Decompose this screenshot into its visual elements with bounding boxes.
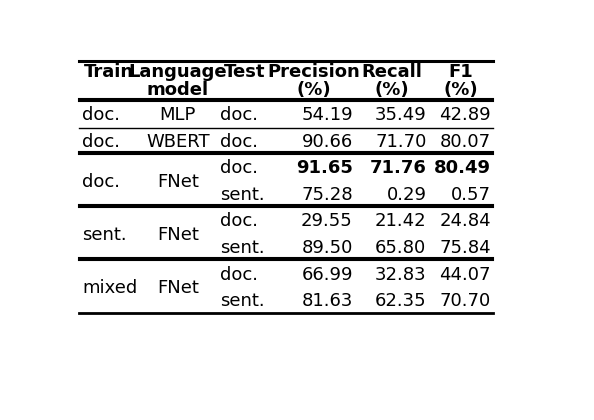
Text: sent.: sent. — [220, 239, 265, 257]
Text: 44.07: 44.07 — [440, 265, 491, 284]
Text: Language: Language — [128, 63, 227, 81]
Text: doc.: doc. — [220, 213, 258, 231]
Text: 21.42: 21.42 — [375, 213, 426, 231]
Text: 91.65: 91.65 — [296, 160, 353, 177]
Text: WBERT: WBERT — [146, 133, 210, 151]
Text: mixed: mixed — [82, 279, 137, 297]
Text: 71.70: 71.70 — [375, 133, 426, 151]
Text: F1: F1 — [448, 63, 473, 81]
Text: 75.28: 75.28 — [301, 186, 353, 204]
Text: Test: Test — [224, 63, 266, 81]
Text: Precision: Precision — [267, 63, 360, 81]
Text: (%): (%) — [375, 81, 409, 99]
Text: doc.: doc. — [82, 106, 120, 124]
Text: doc.: doc. — [220, 133, 258, 151]
Text: 89.50: 89.50 — [301, 239, 353, 257]
Text: 0.29: 0.29 — [387, 186, 426, 204]
Text: 62.35: 62.35 — [375, 292, 426, 310]
Text: 0.57: 0.57 — [451, 186, 491, 204]
Text: doc.: doc. — [82, 173, 120, 191]
Text: 54.19: 54.19 — [301, 106, 353, 124]
Text: 90.66: 90.66 — [302, 133, 353, 151]
Text: (%): (%) — [296, 81, 331, 99]
Text: Train: Train — [84, 63, 134, 81]
Text: 75.84: 75.84 — [439, 239, 491, 257]
Text: 80.49: 80.49 — [434, 160, 491, 177]
Text: 70.70: 70.70 — [440, 292, 491, 310]
Text: MLP: MLP — [160, 106, 196, 124]
Text: 65.80: 65.80 — [375, 239, 426, 257]
Text: model: model — [147, 81, 209, 99]
Text: 42.89: 42.89 — [439, 106, 491, 124]
Text: doc.: doc. — [220, 265, 258, 284]
Text: doc.: doc. — [220, 160, 258, 177]
Text: 66.99: 66.99 — [301, 265, 353, 284]
Text: FNet: FNet — [157, 173, 199, 191]
Text: 24.84: 24.84 — [439, 213, 491, 231]
Text: (%): (%) — [444, 81, 478, 99]
Text: 81.63: 81.63 — [301, 292, 353, 310]
Text: doc.: doc. — [220, 106, 258, 124]
Text: sent.: sent. — [220, 292, 265, 310]
Text: 71.76: 71.76 — [369, 160, 426, 177]
Text: FNet: FNet — [157, 279, 199, 297]
Text: FNet: FNet — [157, 226, 199, 244]
Text: sent.: sent. — [220, 186, 265, 204]
Text: 80.07: 80.07 — [440, 133, 491, 151]
Text: Recall: Recall — [362, 63, 422, 81]
Text: sent.: sent. — [82, 226, 127, 244]
Text: 32.83: 32.83 — [375, 265, 426, 284]
Text: doc.: doc. — [82, 133, 120, 151]
Text: 35.49: 35.49 — [375, 106, 426, 124]
Text: 29.55: 29.55 — [301, 213, 353, 231]
